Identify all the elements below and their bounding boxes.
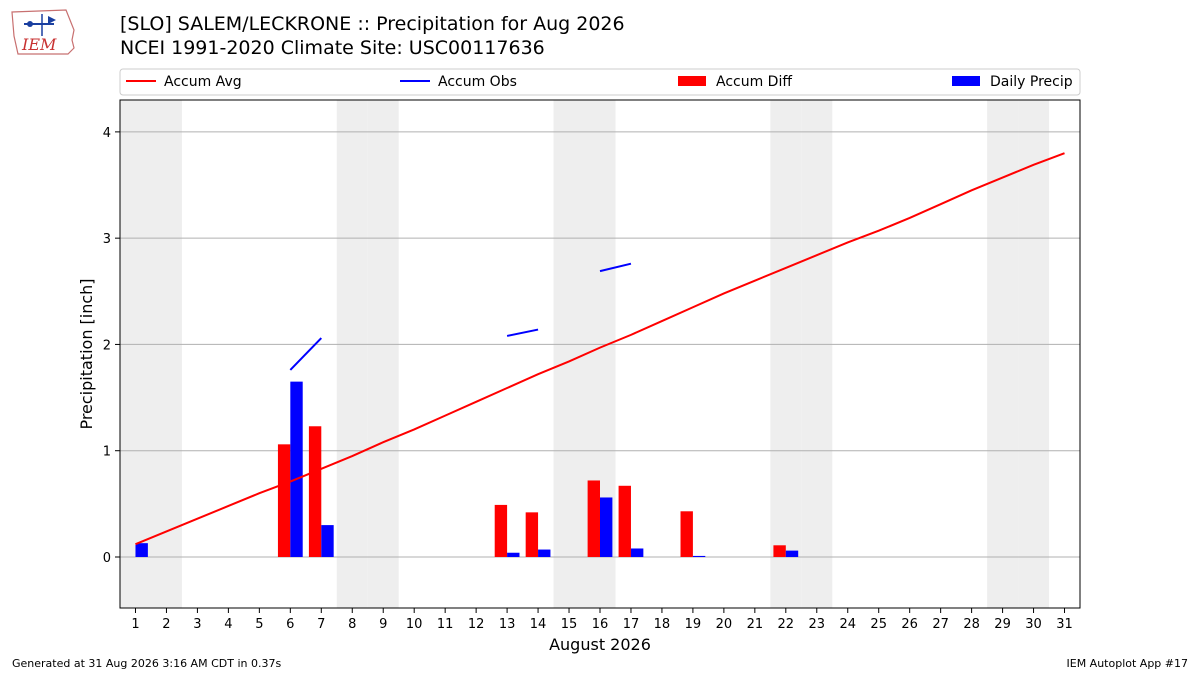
accum-diff-bar — [525, 512, 539, 557]
accum-obs-line — [506, 328, 539, 337]
x-tick-label: 11 — [437, 617, 454, 632]
legend-bar-swatch — [952, 76, 980, 86]
weekend-band — [553, 100, 585, 608]
x-tick-label: 30 — [1025, 617, 1042, 632]
daily-precip-bar — [538, 549, 551, 557]
accum-obs-line — [289, 337, 323, 371]
legend-box — [119, 68, 1081, 96]
daily-precip-bar — [135, 543, 148, 557]
y-tick-label: 0 — [103, 551, 111, 566]
x-tick-label: 31 — [1056, 617, 1073, 632]
x-tick-label: 16 — [592, 617, 609, 632]
accum-diff-bar — [308, 426, 322, 557]
x-tick-label: 14 — [530, 617, 547, 632]
x-tick-label: 9 — [379, 617, 387, 632]
chart-subtitle: NCEI 1991-2020 Climate Site: USC00117636 — [120, 37, 545, 59]
generated-timestamp: Generated at 31 Aug 2026 3:16 AM CDT in … — [12, 657, 282, 670]
legend-label: Accum Avg — [164, 74, 242, 90]
svg-text:IEM: IEM — [21, 35, 57, 54]
weekend-band — [367, 100, 399, 608]
x-tick-label: 19 — [685, 617, 702, 632]
weekend-band — [770, 100, 802, 608]
iem-logo-icon: IEM — [11, 9, 75, 55]
x-tick-label: 4 — [224, 617, 232, 632]
x-tick-label: 29 — [994, 617, 1011, 632]
daily-precip-bar — [630, 548, 644, 557]
accum-diff-bar — [773, 545, 786, 557]
x-tick-label: 7 — [317, 617, 325, 632]
y-tick-label: 1 — [103, 445, 111, 460]
accum-diff-bar — [618, 485, 631, 557]
legend-item: Daily Precip — [952, 74, 1073, 90]
legend-item: Accum Obs — [400, 74, 517, 90]
daily-precip-bar — [321, 525, 334, 557]
weekend-band — [987, 100, 1019, 608]
x-tick-label: 2 — [162, 617, 170, 632]
x-tick-label: 25 — [870, 617, 887, 632]
legend-label: Accum Diff — [716, 74, 792, 90]
weekend-band — [150, 100, 182, 608]
x-tick-label: 21 — [747, 617, 764, 632]
daily-precip-bar — [290, 381, 303, 557]
x-tick-label: 3 — [193, 617, 201, 632]
legend-label: Daily Precip — [990, 74, 1073, 90]
legend-label: Accum Obs — [438, 74, 517, 90]
x-tick-label: 5 — [255, 617, 263, 632]
legend: Accum Avg Accum Obs Accum Diff Daily Precip — [119, 68, 1081, 96]
weekend-band — [120, 100, 151, 608]
x-tick-label: 18 — [654, 617, 671, 632]
y-tick-label: 2 — [103, 338, 111, 353]
x-tick-label: 24 — [839, 617, 856, 632]
legend-bar-swatch — [678, 76, 706, 86]
x-axis-label: August 2026 — [549, 635, 651, 654]
y-tick-label: 4 — [103, 126, 111, 141]
weekend-band — [336, 100, 368, 608]
accum-obs-line — [599, 262, 632, 273]
accum-diff-bar — [277, 444, 291, 557]
daily-precip-bar — [785, 550, 799, 557]
x-tick-label: 23 — [809, 617, 826, 632]
accum-diff-bar — [680, 511, 693, 557]
x-tick-label: 10 — [406, 617, 423, 632]
x-tick-label: 28 — [963, 617, 980, 632]
daily-precip-bar — [692, 555, 706, 557]
x-tick-label: 15 — [561, 617, 578, 632]
x-tick-label: 12 — [468, 617, 485, 632]
x-tick-label: 20 — [716, 617, 733, 632]
y-tick-label: 3 — [103, 232, 111, 247]
y-axis-label: Precipitation [inch] — [77, 278, 96, 429]
x-tick-label: 22 — [778, 617, 795, 632]
app-credit: IEM Autoplot App #17 — [1066, 657, 1189, 670]
accum-diff-bar — [587, 480, 600, 557]
accum-avg-line — [135, 152, 1065, 546]
x-tick-label: 1 — [131, 617, 139, 632]
x-tick-label: 26 — [901, 617, 918, 632]
x-tick-label: 6 — [286, 617, 294, 632]
accum-diff-bar — [494, 504, 508, 557]
daily-precip-bar — [600, 497, 613, 557]
x-tick-label: 8 — [348, 617, 356, 632]
legend-item: Accum Diff — [678, 74, 792, 90]
weekend-band — [801, 100, 833, 608]
x-tick-label: 17 — [623, 617, 640, 632]
daily-precip-bar — [507, 552, 520, 557]
x-tick-label: 27 — [932, 617, 949, 632]
x-tick-label: 13 — [499, 617, 516, 632]
weekend-band — [1018, 100, 1050, 608]
chart-title: [SLO] SALEM/LECKRONE :: Precipitation fo… — [120, 13, 625, 35]
legend-item: Accum Avg — [126, 74, 242, 90]
